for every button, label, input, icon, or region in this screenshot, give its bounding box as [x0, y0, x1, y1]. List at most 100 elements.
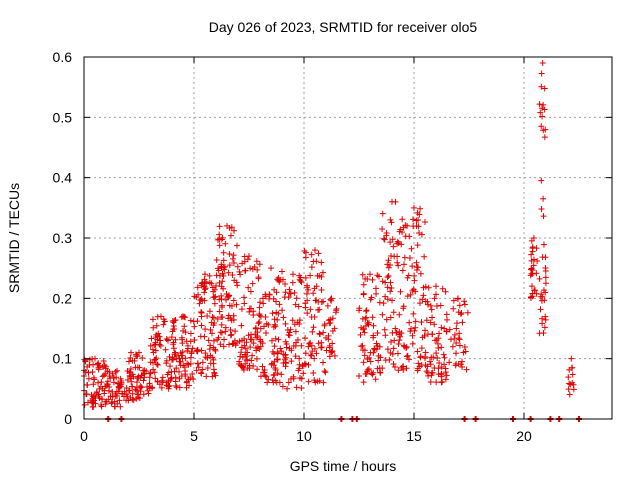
data-point: [218, 292, 225, 299]
data-point: [98, 402, 105, 409]
data-point: [85, 369, 92, 376]
data-point: [184, 342, 191, 349]
data-point: [358, 343, 365, 350]
data-point: [282, 338, 289, 345]
data-point: [145, 390, 152, 397]
data-point: [438, 324, 445, 331]
data-point: [360, 281, 367, 288]
data-point: [362, 315, 369, 322]
data-point: [182, 355, 189, 362]
data-point: [212, 347, 219, 354]
data-point: [380, 300, 387, 307]
data-point: [423, 368, 430, 375]
data-point: [129, 396, 136, 403]
data-point: [415, 223, 422, 230]
data-point: [234, 263, 241, 270]
data-point: [456, 330, 463, 337]
data-point: [216, 272, 223, 279]
data-point: [360, 291, 367, 298]
data-point: [262, 293, 269, 300]
data-point: [540, 195, 547, 202]
data-point: [196, 300, 203, 307]
data-point: [133, 379, 140, 386]
data-point: [296, 272, 303, 279]
data-point: [188, 350, 195, 357]
data-point: [238, 363, 245, 370]
data-point: [249, 352, 256, 359]
data-point: [207, 326, 214, 333]
data-point: [292, 328, 299, 335]
data-point: [98, 379, 105, 386]
data-point: [82, 358, 89, 365]
data-point: [270, 379, 277, 386]
data-point: [248, 357, 255, 364]
data-point: [229, 340, 236, 347]
data-point: [284, 326, 291, 333]
data-point: [116, 384, 123, 391]
data-point: [247, 336, 254, 343]
data-point: [239, 260, 246, 267]
data-point: [127, 349, 134, 356]
data-point: [377, 369, 384, 376]
data-point: [282, 363, 289, 370]
data-point: [459, 319, 466, 326]
data-point: [220, 343, 227, 350]
data-point: [154, 361, 161, 368]
data-point: [446, 359, 453, 366]
data-point: [379, 225, 386, 232]
data-point: [313, 258, 320, 265]
data-point: [233, 301, 240, 308]
data-point: [147, 369, 154, 376]
data-point: [194, 318, 201, 325]
data-point: [461, 298, 468, 305]
data-point: [423, 317, 430, 324]
data-point: [226, 251, 233, 258]
x-tick-label: 0: [80, 428, 88, 444]
data-point: [305, 361, 312, 368]
data-point: [187, 360, 194, 367]
data-point: [302, 274, 309, 281]
data-point: [238, 344, 245, 351]
data-point: [141, 374, 148, 381]
data-point: [529, 270, 536, 277]
data-point: [159, 379, 166, 386]
data-point: [227, 232, 234, 239]
data-point: [453, 350, 460, 357]
data-point: [180, 313, 186, 320]
data-point: [387, 314, 394, 321]
data-point: [530, 235, 537, 241]
data-point: [422, 355, 429, 362]
data-point: [256, 261, 263, 268]
data-point: [253, 355, 260, 362]
data-point: [443, 311, 450, 318]
data-point: [296, 317, 303, 324]
data-point: [277, 345, 284, 352]
data-point: [158, 377, 165, 384]
data-point: [441, 325, 448, 332]
data-point: [542, 274, 549, 281]
data-point: [91, 376, 98, 383]
data-point: [254, 266, 261, 273]
data-point: [459, 363, 466, 370]
data-point: [173, 365, 180, 372]
y-tick-label: 0.5: [53, 109, 73, 125]
data-point: [102, 365, 109, 372]
data-point: [395, 341, 402, 348]
data-point: [117, 403, 124, 410]
data-point: [262, 372, 269, 379]
data-point: [327, 296, 334, 303]
data-point: [566, 391, 573, 398]
data-point: [384, 284, 391, 291]
data-point: [278, 348, 285, 355]
data-point: [369, 276, 376, 283]
data-point: [274, 349, 281, 356]
data-point: [249, 280, 256, 287]
data-point: [274, 316, 281, 323]
data-point: [417, 205, 424, 212]
data-point: [540, 213, 547, 220]
data-point: [380, 235, 387, 242]
data-point: [252, 324, 259, 331]
data-point: [397, 288, 404, 295]
data-point: [248, 305, 255, 312]
data-point: [316, 330, 323, 337]
